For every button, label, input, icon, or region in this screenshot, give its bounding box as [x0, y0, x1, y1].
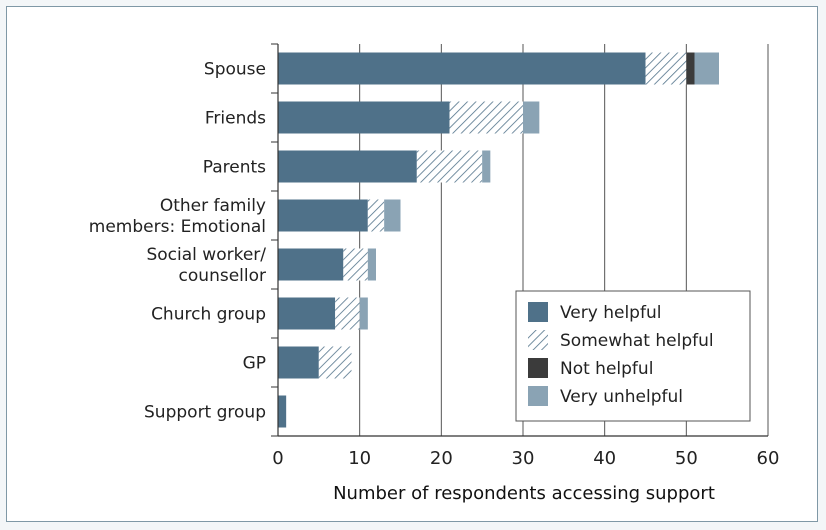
x-tick-label-60: 60 [757, 448, 780, 469]
bar-parents-very-helpful [278, 150, 417, 183]
bar-church-group-very-unhelpful [359, 297, 368, 330]
category-label-social-worker-counsellor: Social worker/counsellor [146, 245, 266, 286]
bar-support-group-very-helpful [278, 395, 287, 428]
legend-label-not-helpful: Not helpful [560, 359, 653, 379]
bar-social-worker-counsellor-somewhat-helpful [343, 248, 368, 281]
category-label-gp: GP [243, 354, 266, 374]
bar-gp-very-helpful [278, 346, 319, 379]
bar-other-family-members-emotional-very-helpful [278, 199, 368, 232]
bar-gp-somewhat-helpful [318, 346, 352, 379]
bar-friends-very-unhelpful [523, 101, 540, 134]
x-tick-label-10: 10 [348, 448, 371, 469]
legend-swatch-somewhat-helpful [528, 330, 548, 350]
category-label-spouse: Spouse [204, 60, 266, 80]
bar-parents-very-unhelpful [482, 150, 491, 183]
category-label-other-family-members-emotional: Other family members: Emotional [89, 196, 266, 237]
legend-swatch-very-unhelpful [528, 386, 548, 406]
bar-other-family-members-emotional-somewhat-helpful [367, 199, 385, 232]
legend-swatch-not-helpful [528, 358, 548, 378]
legend-box [515, 290, 751, 422]
bar-other-family-members-emotional-very-unhelpful [384, 199, 401, 232]
legend-label-somewhat-helpful: Somewhat helpful [560, 331, 714, 351]
bar-spouse-very-helpful [278, 52, 646, 85]
x-tick-label-20: 20 [430, 448, 453, 469]
bar-friends-somewhat-helpful [449, 101, 523, 134]
bar-spouse-very-unhelpful [694, 52, 719, 85]
x-tick-label-30: 30 [512, 448, 535, 469]
bar-church-group-very-helpful [278, 297, 336, 330]
category-label-friends: Friends [205, 109, 266, 129]
x-tick-label-50: 50 [675, 448, 698, 469]
bar-social-worker-counsellor-very-helpful [278, 248, 344, 281]
category-label-church-group: Church group [151, 305, 266, 325]
bar-friends-very-helpful [278, 101, 450, 134]
legend-swatch-very-helpful [528, 302, 548, 322]
category-label-support-group: Support group [144, 403, 266, 423]
category-label-parents: Parents [203, 158, 266, 178]
bar-parents-somewhat-helpful [416, 150, 483, 183]
legend-label-very-helpful: Very helpful [560, 303, 661, 323]
bar-church-group-somewhat-helpful [335, 297, 360, 330]
bar-spouse-not-helpful [686, 52, 695, 85]
x-tick-label-0: 0 [272, 448, 283, 469]
x-axis-label: Number of respondents accessing support [333, 483, 715, 504]
legend-label-very-unhelpful: Very unhelpful [560, 387, 683, 407]
bar-social-worker-counsellor-very-unhelpful [367, 248, 376, 281]
bar-spouse-somewhat-helpful [645, 52, 687, 85]
x-tick-label-40: 40 [593, 448, 616, 469]
